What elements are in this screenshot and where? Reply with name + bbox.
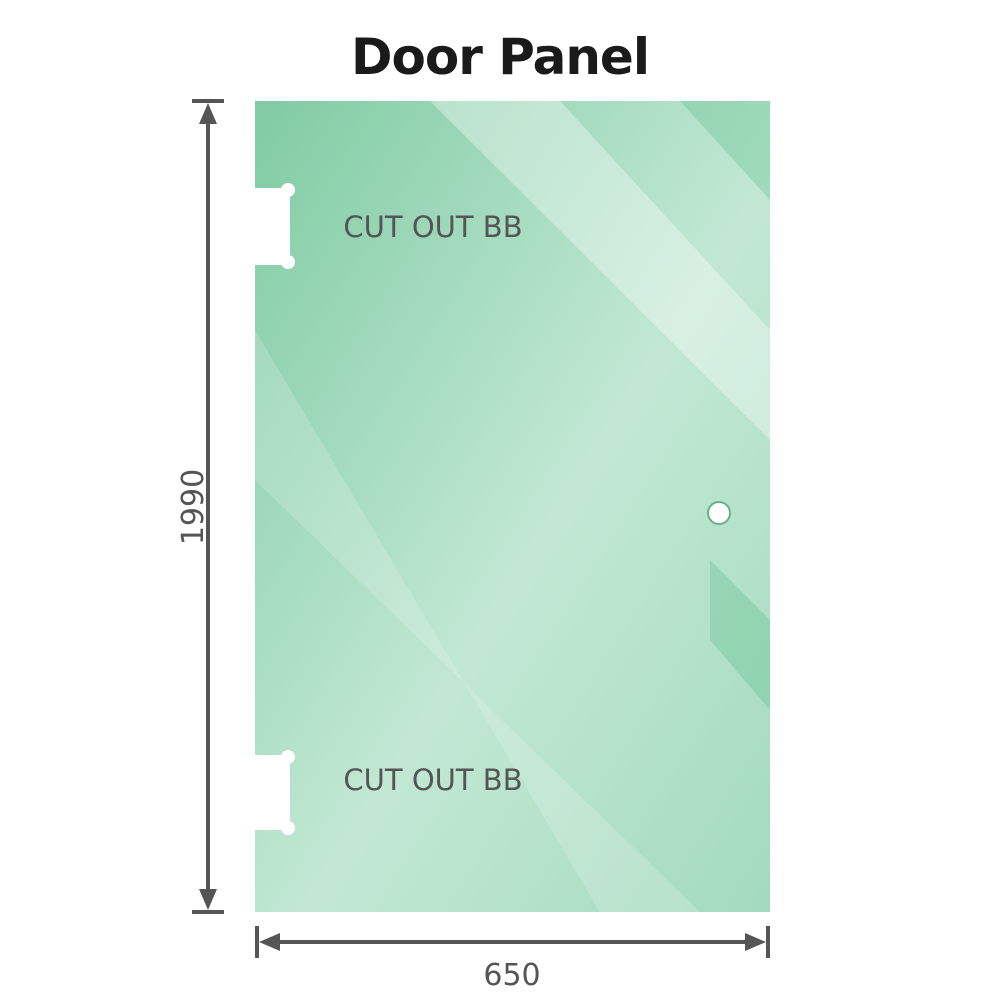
height-label: 1990	[176, 469, 211, 545]
glass-panel	[255, 101, 770, 912]
cutout-bottom-label: CUT OUT BB	[343, 763, 522, 797]
cutout-top	[250, 183, 295, 269]
page-title: Door Panel	[351, 28, 650, 86]
width-label: 650	[483, 958, 540, 993]
cutout-bottom	[250, 750, 295, 835]
width-dimension	[255, 926, 770, 958]
cutout-top-label: CUT OUT BB	[343, 210, 522, 244]
handle-hole	[707, 501, 731, 525]
height-dimension	[192, 99, 224, 914]
